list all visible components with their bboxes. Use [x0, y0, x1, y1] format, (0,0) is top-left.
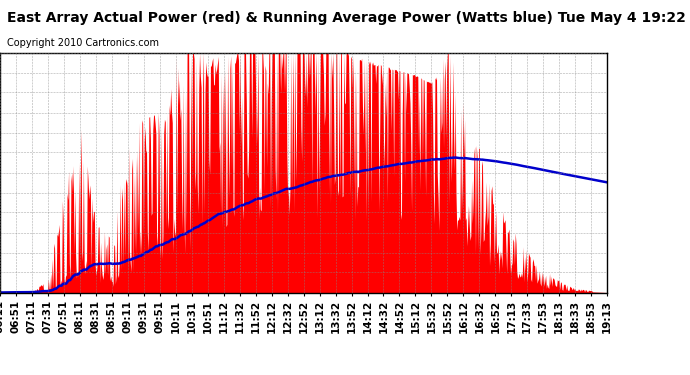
Text: East Array Actual Power (red) & Running Average Power (Watts blue) Tue May 4 19:: East Array Actual Power (red) & Running …: [7, 11, 686, 25]
Text: Copyright 2010 Cartronics.com: Copyright 2010 Cartronics.com: [7, 38, 159, 48]
